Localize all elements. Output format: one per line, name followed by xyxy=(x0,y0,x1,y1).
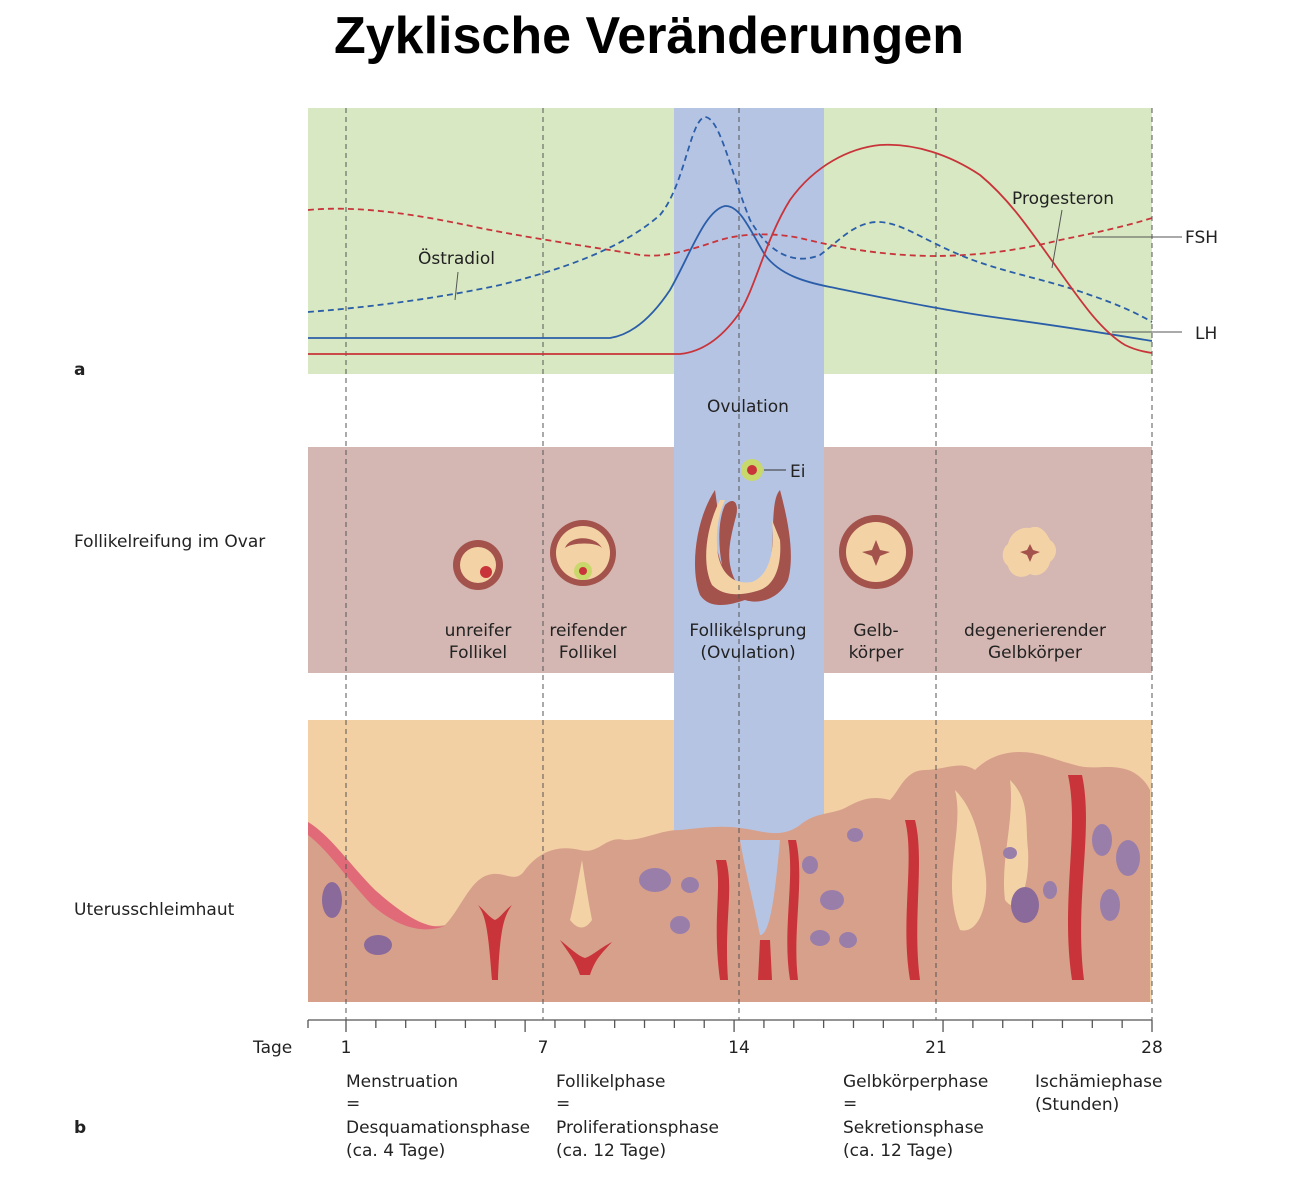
phase-4-l1: Ischämiephase xyxy=(1035,1072,1162,1092)
phase-3-l1: Gelbkörperphase xyxy=(843,1072,988,1092)
phase-2-l2: = xyxy=(556,1094,570,1114)
day-tick-28: 28 xyxy=(1141,1038,1163,1058)
panel-label-b: b xyxy=(74,1118,86,1138)
ovulation-label: Ovulation xyxy=(707,397,789,417)
follicle-caption-5a: degenerierender xyxy=(964,621,1106,641)
phase-1-l2: = xyxy=(346,1094,360,1114)
follicle-caption-1b: Follikel xyxy=(449,643,507,663)
phase-1-l4: (ca. 4 Tage) xyxy=(346,1141,445,1161)
hormone-curves xyxy=(307,116,1182,355)
day-tick-1: 1 xyxy=(341,1038,352,1058)
phase-ischemic: Ischämiephase (Stunden) xyxy=(1035,1072,1162,1115)
minor-ticks xyxy=(307,1020,1153,1032)
endometrium-illustration xyxy=(308,752,1150,1002)
phase-2-l4: (ca. 12 Tage) xyxy=(556,1141,666,1161)
degenerating-corpus-luteum xyxy=(1002,526,1056,577)
egg-label: Ei xyxy=(790,462,805,482)
day-tick-14: 14 xyxy=(728,1038,750,1058)
follicle-caption-1a: unreifer xyxy=(445,621,512,641)
phase-3-l3: Sekretionsphase xyxy=(843,1118,984,1138)
follicle-caption-2b: Follikel xyxy=(559,643,617,663)
phase-4-l2: (Stunden) xyxy=(1035,1095,1119,1115)
day-tick-21: 21 xyxy=(925,1038,947,1058)
phase-menstruation: Menstruation = Desquamationsphase (ca. 4… xyxy=(346,1072,530,1161)
follicle-caption-4b: körper xyxy=(849,643,904,663)
phase-3-l2: = xyxy=(843,1094,857,1114)
follicle-maturing xyxy=(550,520,616,586)
phase-2-l1: Follikelphase xyxy=(556,1072,665,1092)
panel-label-a: a xyxy=(74,360,85,380)
lh-curve xyxy=(308,205,1153,342)
follicle-caption-3b: (Ovulation) xyxy=(700,643,795,663)
follicle-captions: unreifer Follikel reifender Follikel Fol… xyxy=(445,621,1106,663)
axis-label-tage: Tage xyxy=(252,1038,292,1058)
day-gridlines xyxy=(345,108,1153,1020)
follicle-immature xyxy=(453,540,503,590)
phase-1-l3: Desquamationsphase xyxy=(346,1118,530,1138)
phase-3-l4: (ca. 12 Tage) xyxy=(843,1141,953,1161)
follicle-caption-2a: reifender xyxy=(549,621,626,641)
phase-2-l3: Proliferationsphase xyxy=(556,1118,719,1138)
progesteron-label: Progesteron xyxy=(1012,189,1114,209)
row-label-ovar: Follikelreifung im Ovar xyxy=(74,532,265,552)
follicle-rupture xyxy=(695,459,791,605)
oestradiol-curve xyxy=(307,116,1153,323)
follicle-caption-3a: Follikelsprung xyxy=(689,621,806,641)
phase-follicular: Follikelphase = Proliferationsphase (ca.… xyxy=(556,1072,719,1161)
fsh-curve xyxy=(307,207,1153,257)
corpus-luteum xyxy=(839,515,913,589)
day-axis: 1 7 14 21 28 xyxy=(307,1019,1163,1058)
phase-1-l1: Menstruation xyxy=(346,1072,458,1092)
fsh-label: FSH xyxy=(1185,228,1218,248)
follicle-caption-4a: Gelb- xyxy=(853,621,898,641)
page-title: Zyklische Veränderungen xyxy=(333,7,965,65)
progesteron-curve xyxy=(308,143,1153,355)
phase-luteal: Gelbkörperphase = Sekretionsphase (ca. 1… xyxy=(843,1072,988,1161)
lh-label: LH xyxy=(1195,324,1217,344)
row-label-uterus: Uterusschleimhaut xyxy=(74,900,235,920)
day-tick-7: 7 xyxy=(538,1038,549,1058)
oestradiol-label: Östradiol xyxy=(418,247,495,269)
follicle-caption-5b: Gelbkörper xyxy=(988,643,1082,663)
